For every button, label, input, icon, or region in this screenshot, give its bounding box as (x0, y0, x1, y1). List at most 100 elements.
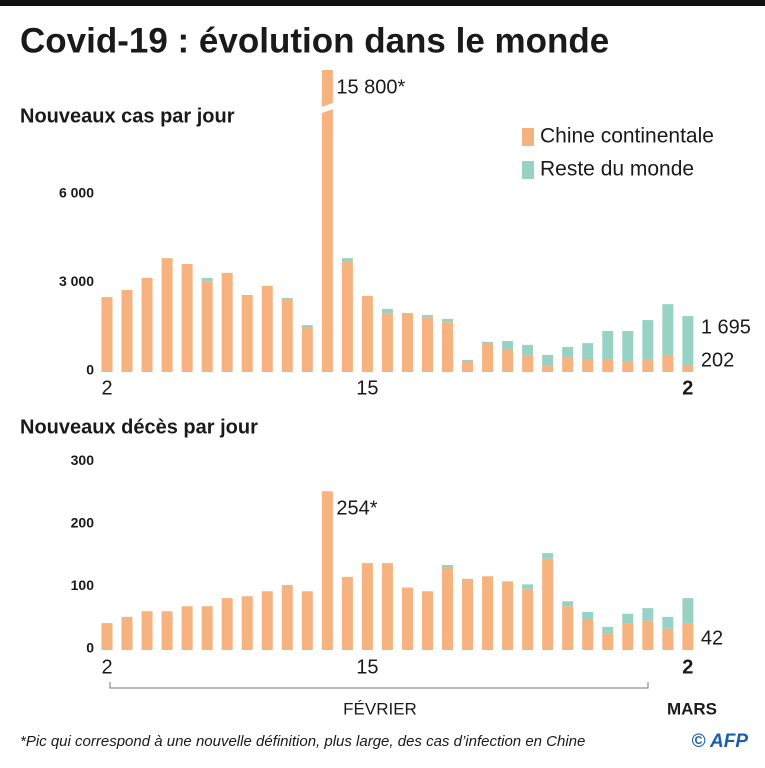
bar-segment (522, 354, 534, 372)
bar-segment (502, 581, 514, 650)
bar-segment (522, 344, 534, 355)
bar-segment (482, 341, 494, 344)
month-label: FÉVRIER (343, 699, 417, 718)
x-tick-label: 2 (682, 656, 693, 678)
bar-segment (642, 620, 654, 650)
bar-segment (301, 591, 313, 650)
y-tick-label: 0 (86, 362, 94, 378)
data-label: 1 695 (701, 316, 751, 338)
bar-segment (341, 576, 353, 650)
bar-segment (582, 611, 594, 620)
bar-segment (141, 611, 153, 650)
bar-segment (201, 281, 213, 372)
bar-segment (181, 264, 193, 372)
bar-segment (281, 300, 293, 372)
bar-segment (442, 565, 454, 568)
bar-segment (281, 297, 293, 301)
data-label: 15 800* (336, 76, 405, 98)
bar-segment (622, 330, 634, 362)
bar-segment (421, 317, 433, 372)
bar-segment (682, 598, 694, 624)
bar-segment (241, 295, 253, 372)
bar-segment (682, 316, 694, 367)
subtitle: Nouveaux cas par jour (20, 105, 235, 127)
bar-segment (662, 304, 674, 355)
credit: © AFP (691, 731, 748, 752)
bar-segment (642, 608, 654, 621)
bar-segment (502, 341, 514, 349)
bar-segment (542, 553, 554, 559)
bar-segment (462, 580, 474, 650)
bar-segment (602, 330, 614, 360)
footnote: *Pic qui correspond à une nouvelle défin… (20, 733, 585, 750)
bar-segment (482, 576, 494, 650)
bar-segment (442, 318, 454, 323)
bar-segment (261, 591, 273, 650)
title: Covid-19 : évolution dans le monde (20, 21, 609, 60)
bar-segment (602, 626, 614, 634)
x-tick-label: 15 (356, 656, 378, 678)
bar-segment (381, 563, 393, 650)
bar-segment (602, 633, 614, 650)
bar-segment (642, 320, 654, 360)
legend-label: Chine continentale (540, 125, 714, 148)
bar-segment (201, 606, 213, 650)
bar-segment (341, 261, 353, 372)
bar-segment (401, 313, 413, 372)
bar-segment (221, 598, 233, 650)
x-tick-label: 2 (101, 656, 112, 678)
bar-segment (221, 272, 233, 372)
bar-segment (502, 348, 514, 372)
bar-segment (442, 322, 454, 372)
bar-segment (101, 623, 113, 650)
bar-segment (482, 343, 494, 372)
bar-segment (381, 313, 393, 372)
bar-segment (181, 606, 193, 650)
top-rule (0, 0, 765, 6)
y-tick-label: 0 (86, 640, 94, 656)
bar-segment (261, 285, 273, 372)
bar-segment (622, 613, 634, 624)
bar-segment (241, 596, 253, 650)
bar-segment (582, 343, 594, 360)
bar-segment (161, 258, 173, 372)
legend-swatch (522, 128, 534, 146)
bar-segment (522, 589, 534, 650)
y-tick-label: 300 (71, 452, 95, 468)
bar-segment (622, 623, 634, 650)
bar-segment (682, 366, 694, 372)
data-label: 202 (701, 349, 734, 371)
bar-segment (161, 611, 173, 650)
x-tick-label: 2 (682, 377, 693, 399)
bar-segment (381, 308, 393, 314)
bar-segment (401, 587, 413, 650)
bar-segment (321, 491, 333, 650)
bar-segment (361, 563, 373, 650)
y-tick-label: 200 (71, 515, 95, 531)
bar-segment (502, 581, 514, 582)
bar-segment (682, 623, 694, 650)
bar-segment (602, 359, 614, 372)
bar-segment (442, 567, 454, 650)
bar-segment (121, 289, 133, 372)
subtitle: Nouveaux décès par jour (20, 416, 258, 438)
bar-segment (141, 277, 153, 372)
bar-segment (542, 366, 554, 372)
legend-swatch (522, 161, 534, 179)
bar-segment (542, 558, 554, 650)
bar-segment (462, 361, 474, 372)
legend-label: Reste du monde (540, 158, 694, 181)
x-tick-label: 2 (101, 377, 112, 399)
bar-segment (662, 354, 674, 372)
bar-segment (562, 601, 574, 607)
bar-segment (462, 359, 474, 362)
bar-segment (301, 327, 313, 372)
bar-segment (321, 70, 333, 372)
bar-segment (582, 359, 594, 372)
data-label: 42 (701, 627, 723, 649)
bar-segment (361, 295, 373, 372)
month-bracket (109, 682, 649, 689)
y-tick-label: 3 000 (59, 273, 94, 289)
bar-segment (562, 346, 574, 357)
